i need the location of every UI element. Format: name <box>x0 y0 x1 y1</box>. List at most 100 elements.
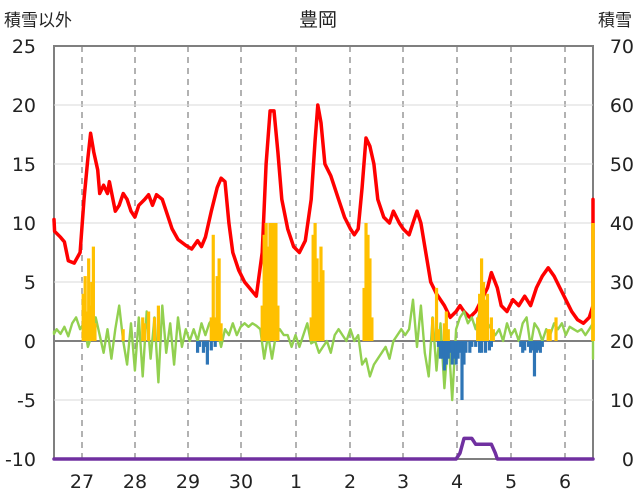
data-bar <box>268 223 272 341</box>
data-bar <box>431 317 435 341</box>
data-bar <box>364 223 368 341</box>
data-bar <box>456 341 460 359</box>
data-bar <box>464 341 468 353</box>
left-tick-label: 10 <box>12 213 36 235</box>
data-bar <box>519 341 523 347</box>
left-tick-label: 20 <box>12 95 36 117</box>
data-bar <box>91 246 95 341</box>
data-bar <box>83 276 87 341</box>
data-bar <box>156 305 161 341</box>
data-bar <box>483 341 488 353</box>
data-bar <box>446 341 450 359</box>
data-bar <box>319 246 323 341</box>
data-bar <box>264 223 268 341</box>
data-bar <box>487 341 492 351</box>
x-tick-label: 30 <box>229 471 253 493</box>
right-axis-label: 積雪 <box>598 11 632 31</box>
data-bar <box>458 341 462 353</box>
data-bar <box>460 341 464 400</box>
data-bar <box>436 341 441 347</box>
data-bar <box>266 246 270 341</box>
data-bar <box>442 341 446 371</box>
left-tick-label: 5 <box>24 272 36 294</box>
data-bar <box>546 329 550 341</box>
data-bar <box>317 282 321 341</box>
left-tick-label: 15 <box>12 154 36 176</box>
right-tick-label: 50 <box>610 154 634 176</box>
data-bar <box>81 293 85 341</box>
data-bar <box>434 287 439 341</box>
data-bar <box>534 341 539 353</box>
right-tick-label: 20 <box>610 331 634 353</box>
data-bar <box>217 258 221 341</box>
data-bar <box>213 317 217 341</box>
data-bar <box>538 341 542 353</box>
x-tick-label: 5 <box>505 471 517 493</box>
data-bar <box>489 341 493 347</box>
data-bar <box>440 341 445 359</box>
data-bar <box>444 341 448 365</box>
series-line <box>52 292 595 402</box>
data-bar <box>205 341 209 365</box>
data-bar <box>489 317 493 341</box>
data-bar <box>93 323 97 341</box>
data-bar <box>121 329 125 341</box>
right-tick-label: 10 <box>610 390 634 412</box>
data-bar <box>591 293 595 341</box>
x-tick-label: 4 <box>451 471 463 493</box>
data-bar <box>478 293 482 341</box>
x-tick-label: 1 <box>290 471 302 493</box>
data-bar <box>474 341 478 347</box>
data-bar <box>215 276 219 341</box>
data-bar <box>468 341 472 353</box>
data-bar <box>201 341 206 353</box>
data-bar <box>370 317 374 341</box>
right-tick-label: 70 <box>610 36 634 58</box>
data-bar <box>485 293 490 341</box>
data-bar <box>87 258 91 341</box>
data-bar <box>141 317 145 341</box>
data-bar <box>313 223 317 341</box>
data-bar <box>526 341 531 347</box>
series-line <box>52 103 595 326</box>
data-bar <box>523 341 527 351</box>
data-bar <box>536 341 540 351</box>
data-bar <box>203 341 208 347</box>
data-bar <box>446 329 450 341</box>
data-bar <box>528 341 533 353</box>
data-bar <box>260 305 264 341</box>
right-tick-label: 60 <box>610 95 634 117</box>
data-bar <box>462 341 466 365</box>
right-tick-label: 0 <box>622 449 634 471</box>
data-bar <box>554 317 558 341</box>
data-bar <box>444 311 448 341</box>
data-bar <box>143 323 147 341</box>
data-bar <box>450 341 454 365</box>
data-bar <box>548 329 552 341</box>
data-bar <box>478 341 482 353</box>
data-bar <box>147 311 151 341</box>
data-bar <box>195 341 200 353</box>
data-bar <box>476 317 480 341</box>
data-bar <box>270 223 274 341</box>
data-bar <box>152 317 157 341</box>
data-bar <box>276 305 280 341</box>
data-bar <box>481 282 486 341</box>
data-bar <box>532 341 537 377</box>
data-bar <box>197 341 202 347</box>
data-bar <box>530 341 535 351</box>
data-bar <box>470 341 474 347</box>
chart-title: 豊岡 <box>299 9 337 31</box>
x-tick-label: 29 <box>176 471 200 493</box>
data-bar <box>454 341 458 365</box>
left-tick-label: -10 <box>5 449 36 471</box>
data-bar <box>366 234 370 341</box>
data-bar <box>368 258 372 341</box>
data-bar <box>448 341 452 353</box>
data-bar <box>540 341 544 347</box>
data-bar <box>452 341 456 359</box>
right-tick-label: 40 <box>610 213 634 235</box>
left-tick-label: -5 <box>17 390 36 412</box>
